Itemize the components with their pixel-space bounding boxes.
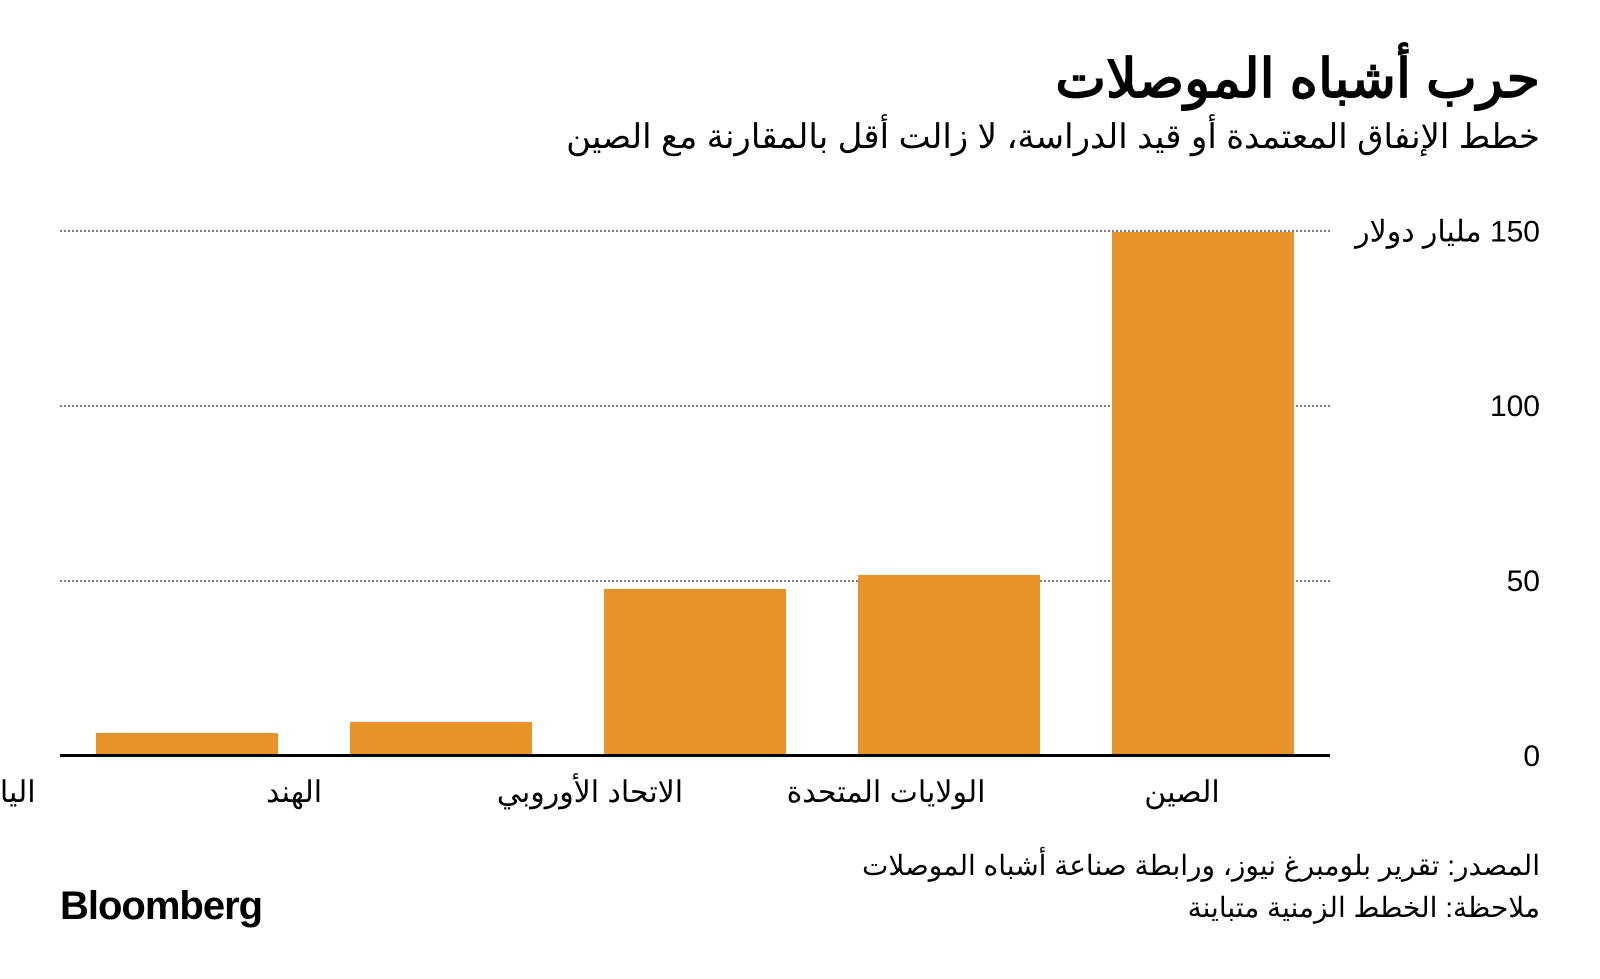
bar xyxy=(604,589,787,757)
x-tick-label: الصين xyxy=(1034,767,1330,810)
chart-container: حرب أشباه الموصلات خطط الإنفاق المعتمدة … xyxy=(0,0,1600,979)
bar-slot xyxy=(314,197,568,757)
x-axis-labels: الصينالولايات المتحدةالاتحاد الأوروبياله… xyxy=(0,767,1330,810)
bar xyxy=(1112,232,1295,757)
bars-group xyxy=(60,197,1330,757)
x-tick-label: الهند xyxy=(146,767,442,810)
note-line: ملاحظة: الخطط الزمنية متباينة xyxy=(862,887,1540,929)
chart-title: حرب أشباه الموصلات xyxy=(60,50,1540,109)
footer-text: المصدر: تقرير بلومبرغ نيوز، ورابطة صناعة… xyxy=(862,845,1540,929)
x-axis-baseline xyxy=(60,754,1330,757)
brand-logo: Bloomberg xyxy=(60,884,262,929)
chart-footer: المصدر: تقرير بلومبرغ نيوز، ورابطة صناعة… xyxy=(60,845,1540,929)
bar-slot xyxy=(822,197,1076,757)
bar-slot xyxy=(568,197,822,757)
x-tick-label: اليابان xyxy=(0,767,146,810)
bar xyxy=(858,575,1041,757)
source-line: المصدر: تقرير بلومبرغ نيوز، ورابطة صناعة… xyxy=(862,845,1540,887)
chart-subtitle: خطط الإنفاق المعتمدة أو قيد الدراسة، لا … xyxy=(60,117,1540,157)
y-tick-label: 50 xyxy=(1507,565,1540,599)
bar-slot xyxy=(60,197,314,757)
bar xyxy=(350,722,533,757)
plot-area xyxy=(60,197,1330,757)
y-tick-label: 100 xyxy=(1490,390,1540,424)
bar-slot xyxy=(1076,197,1330,757)
y-tick-label: 150 مليار دولار xyxy=(1355,215,1540,250)
y-tick-label: 0 xyxy=(1523,740,1540,774)
y-axis-labels: 050100150 مليار دولار xyxy=(1340,197,1540,757)
x-tick-label: الاتحاد الأوروبي xyxy=(442,767,738,810)
x-tick-label: الولايات المتحدة xyxy=(738,767,1034,810)
chart-plot-wrapper: 050100150 مليار دولار xyxy=(60,197,1540,757)
